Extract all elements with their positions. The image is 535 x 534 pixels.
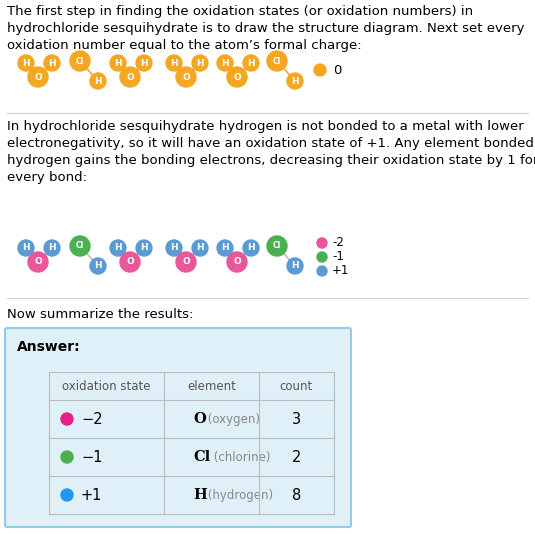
Text: H: H bbox=[196, 59, 204, 67]
Text: 2: 2 bbox=[292, 450, 301, 465]
Circle shape bbox=[267, 236, 287, 256]
Circle shape bbox=[166, 240, 182, 256]
Text: H: H bbox=[291, 76, 299, 85]
Circle shape bbox=[44, 55, 60, 71]
Circle shape bbox=[192, 55, 208, 71]
Text: H: H bbox=[170, 244, 178, 253]
Circle shape bbox=[110, 240, 126, 256]
Text: H: H bbox=[94, 76, 102, 85]
Text: Cl: Cl bbox=[76, 241, 84, 250]
Circle shape bbox=[217, 55, 233, 71]
Circle shape bbox=[28, 67, 48, 87]
Circle shape bbox=[90, 258, 106, 274]
Text: +1: +1 bbox=[81, 488, 102, 502]
Text: H: H bbox=[94, 262, 102, 271]
Text: +1: +1 bbox=[332, 264, 349, 278]
Circle shape bbox=[317, 252, 327, 262]
Circle shape bbox=[18, 240, 34, 256]
Circle shape bbox=[70, 51, 90, 71]
Text: Cl: Cl bbox=[76, 57, 84, 66]
Text: Cl: Cl bbox=[273, 57, 281, 66]
Text: (oxygen): (oxygen) bbox=[203, 412, 259, 426]
Text: −2: −2 bbox=[81, 412, 103, 427]
Text: -1: -1 bbox=[332, 250, 344, 263]
Text: (hydrogen): (hydrogen) bbox=[203, 489, 273, 501]
Text: H: H bbox=[140, 244, 148, 253]
Circle shape bbox=[267, 51, 287, 71]
Text: Cl: Cl bbox=[273, 241, 281, 250]
Circle shape bbox=[287, 73, 303, 89]
Text: Now summarize the results:: Now summarize the results: bbox=[7, 308, 193, 321]
Circle shape bbox=[70, 236, 90, 256]
Circle shape bbox=[120, 67, 140, 87]
Text: H: H bbox=[114, 59, 122, 67]
Bar bbox=[49, 372, 334, 514]
Text: O: O bbox=[233, 257, 241, 266]
Circle shape bbox=[61, 413, 73, 425]
Text: (chlorine): (chlorine) bbox=[210, 451, 270, 464]
Circle shape bbox=[110, 55, 126, 71]
Circle shape bbox=[317, 238, 327, 248]
Text: H: H bbox=[291, 262, 299, 271]
Text: H: H bbox=[221, 59, 229, 67]
Text: −1: −1 bbox=[81, 450, 103, 465]
Circle shape bbox=[227, 252, 247, 272]
Text: H: H bbox=[22, 59, 30, 67]
Text: 8: 8 bbox=[292, 488, 301, 502]
Text: 3: 3 bbox=[292, 412, 301, 427]
Circle shape bbox=[44, 240, 60, 256]
Text: -2: -2 bbox=[332, 237, 344, 249]
Text: Cl: Cl bbox=[194, 450, 211, 464]
Text: The first step in finding the oxidation states (or oxidation numbers) in
hydroch: The first step in finding the oxidation … bbox=[7, 5, 524, 52]
Circle shape bbox=[287, 258, 303, 274]
Text: O: O bbox=[194, 412, 207, 426]
Text: O: O bbox=[126, 73, 134, 82]
Text: H: H bbox=[196, 244, 204, 253]
Circle shape bbox=[243, 55, 259, 71]
Circle shape bbox=[176, 67, 196, 87]
Text: H: H bbox=[170, 59, 178, 67]
Circle shape bbox=[61, 451, 73, 463]
Text: H: H bbox=[221, 244, 229, 253]
Text: H: H bbox=[114, 244, 122, 253]
Text: O: O bbox=[182, 73, 190, 82]
Text: oxidation state: oxidation state bbox=[62, 380, 151, 392]
Circle shape bbox=[166, 55, 182, 71]
Text: count: count bbox=[280, 380, 313, 392]
FancyBboxPatch shape bbox=[5, 328, 351, 527]
Text: O: O bbox=[233, 73, 241, 82]
Text: H: H bbox=[247, 59, 255, 67]
Text: H: H bbox=[48, 244, 56, 253]
Circle shape bbox=[192, 240, 208, 256]
Text: element: element bbox=[187, 380, 236, 392]
Text: H: H bbox=[247, 244, 255, 253]
Text: H: H bbox=[194, 488, 207, 502]
Text: H: H bbox=[22, 244, 30, 253]
Circle shape bbox=[61, 489, 73, 501]
Text: O: O bbox=[34, 73, 42, 82]
Text: Answer:: Answer: bbox=[17, 340, 81, 354]
Circle shape bbox=[314, 64, 326, 76]
Circle shape bbox=[136, 240, 152, 256]
Text: H: H bbox=[140, 59, 148, 67]
Circle shape bbox=[176, 252, 196, 272]
Circle shape bbox=[217, 240, 233, 256]
Text: O: O bbox=[126, 257, 134, 266]
Text: O: O bbox=[34, 257, 42, 266]
Text: O: O bbox=[182, 257, 190, 266]
Circle shape bbox=[28, 252, 48, 272]
Circle shape bbox=[90, 73, 106, 89]
Circle shape bbox=[136, 55, 152, 71]
Circle shape bbox=[227, 67, 247, 87]
Circle shape bbox=[18, 55, 34, 71]
Circle shape bbox=[317, 266, 327, 276]
Circle shape bbox=[243, 240, 259, 256]
Text: In hydrochloride sesquihydrate hydrogen is not bonded to a metal with lower
elec: In hydrochloride sesquihydrate hydrogen … bbox=[7, 120, 535, 184]
Circle shape bbox=[120, 252, 140, 272]
Text: H: H bbox=[48, 59, 56, 67]
Text: 0: 0 bbox=[333, 64, 341, 76]
